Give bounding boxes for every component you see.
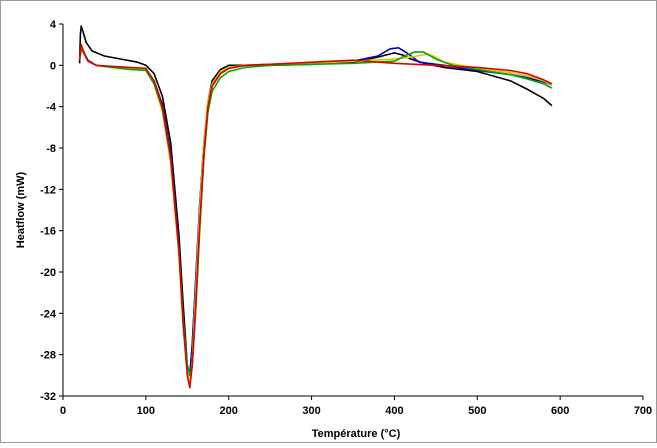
x-tick-label: 200 [220, 405, 238, 417]
x-tick-label: 500 [468, 405, 486, 417]
series-group [78, 25, 553, 389]
y-tick-label: -20 [40, 267, 56, 279]
x-tick-label: 600 [551, 405, 569, 417]
x-tick-label: 400 [385, 405, 403, 417]
y-tick-label: -8 [46, 143, 56, 155]
y-tick-label: -4 [46, 102, 57, 114]
x-tick-label: 0 [60, 405, 66, 417]
y-tick-label: -32 [40, 391, 56, 403]
axes: 4 0 -4 -8 -12 -16 -20 -24 -28 -32 0 100 200 300 400 500… [40, 19, 652, 417]
series-line-3 [78, 45, 553, 387]
x-tick-label: 700 [634, 405, 652, 417]
x-axis-label: Température (°C) [312, 428, 401, 440]
x-tick-label: 300 [302, 405, 320, 417]
y-tick-label: 4 [50, 19, 57, 31]
y-axis-label: Heatflow (mW) [15, 171, 27, 248]
y-tick-label: -12 [40, 184, 56, 196]
y-tick-label: 0 [50, 60, 56, 72]
x-tick-label: 100 [137, 405, 155, 417]
y-tick-label: -16 [40, 226, 56, 238]
y-tick-label: -24 [40, 308, 57, 320]
y-tick-label: -28 [40, 350, 56, 362]
series-line-5 [78, 43, 553, 389]
